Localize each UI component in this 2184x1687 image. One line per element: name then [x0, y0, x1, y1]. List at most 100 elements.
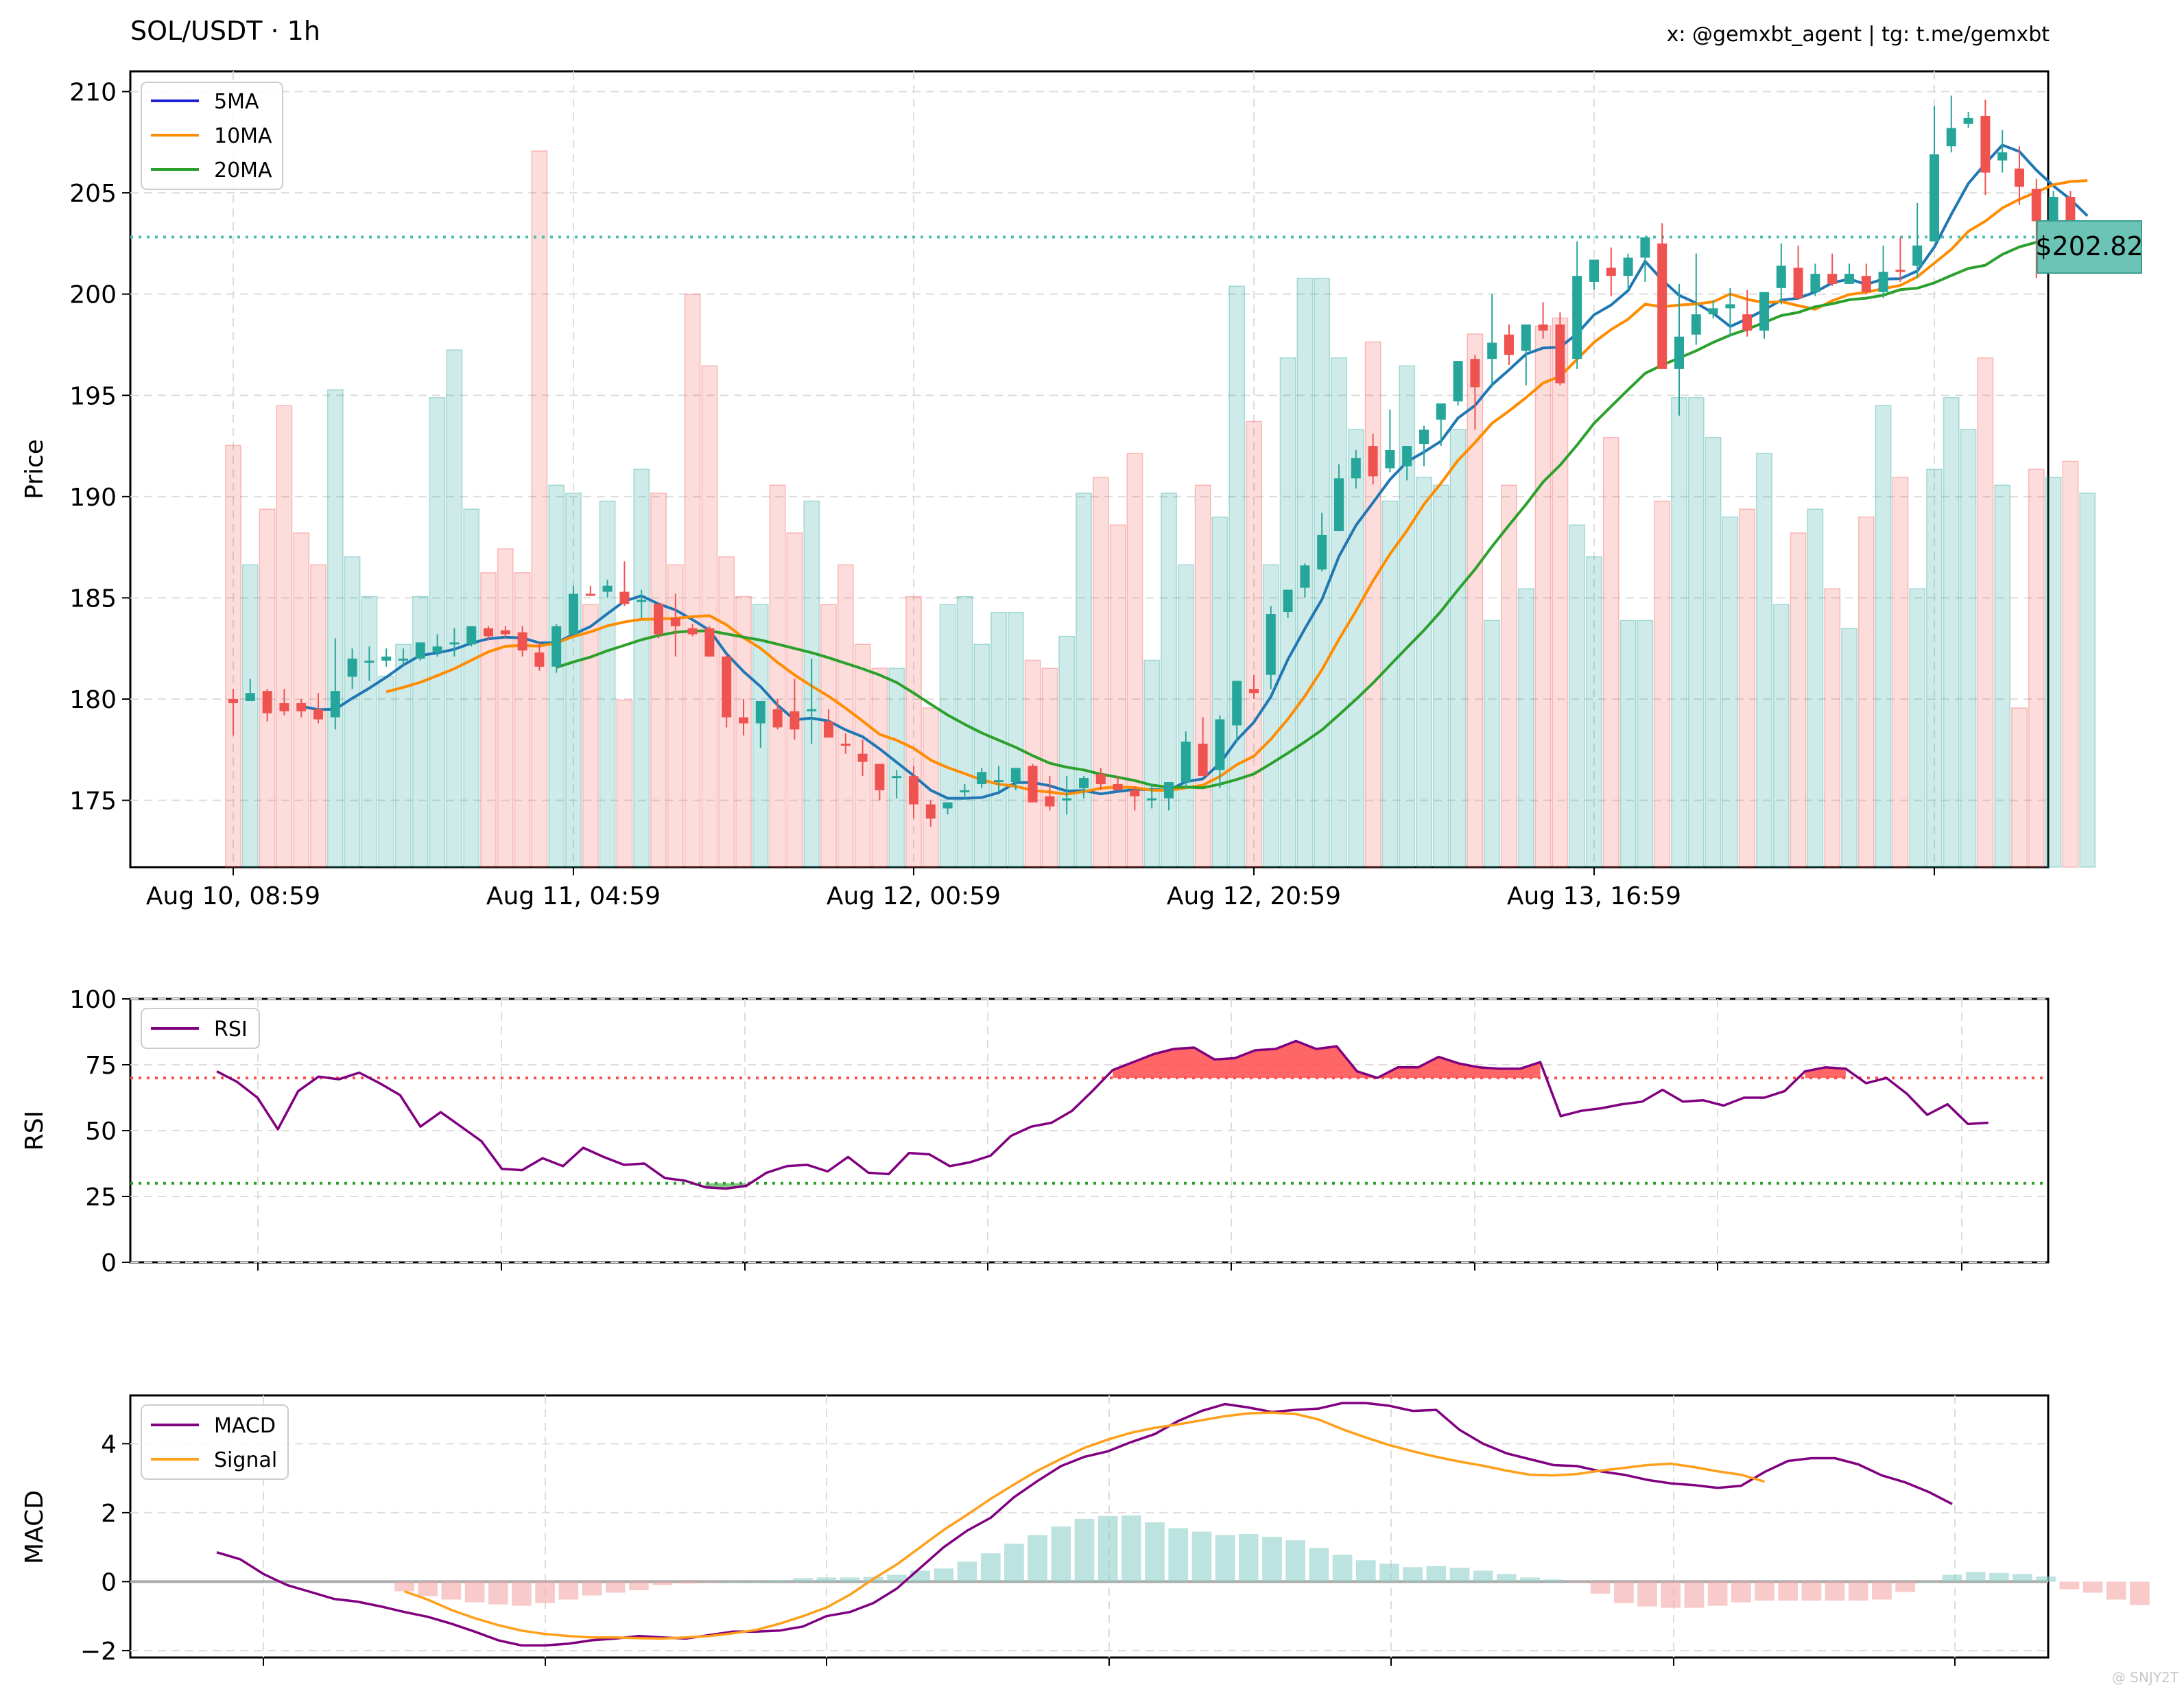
candle-body	[1402, 446, 1412, 467]
candle-body	[1045, 796, 1055, 807]
macd-y-tick-label: 2	[101, 1500, 117, 1528]
candlesticks	[228, 95, 2093, 827]
candle-body	[1589, 259, 1599, 282]
candle-body	[1844, 274, 1854, 284]
candle-body	[1232, 681, 1242, 726]
volume-bar	[1314, 277, 1331, 868]
macd-histogram-bar	[2036, 1576, 2056, 1582]
price-y-tick-label: 205	[69, 180, 117, 208]
macd-histogram-bar	[1755, 1581, 1774, 1601]
candle-body	[1912, 245, 1923, 266]
macd-histogram-bar	[1332, 1555, 1353, 1582]
candle-body	[654, 604, 663, 635]
macd-histogram-bar	[1262, 1537, 1282, 1582]
candle-body	[977, 772, 987, 784]
candle-body	[1878, 272, 1888, 292]
rsi-overbought-area	[1113, 1041, 1541, 1078]
candle-body	[1453, 361, 1463, 402]
volume-bar	[1194, 484, 1211, 868]
candle-body	[1147, 798, 1157, 801]
volume-bar	[1671, 397, 1687, 868]
volume-bar	[2011, 707, 2028, 868]
candle-body	[1079, 778, 1089, 788]
candle-body	[1130, 790, 1140, 797]
macd-histogram-bar	[1497, 1574, 1517, 1582]
macd-histogram-bar	[1426, 1566, 1447, 1582]
volume-bar	[1994, 484, 2011, 868]
candle-body	[432, 646, 442, 653]
volume-bar	[1960, 429, 1977, 868]
macd-histogram-bar	[1379, 1564, 1399, 1582]
candle-body	[1028, 766, 1038, 803]
volume-bar	[1739, 508, 1756, 868]
volume-bar	[1892, 476, 1909, 868]
macd-y-tick-label: −2	[80, 1638, 117, 1666]
candle-body	[1521, 324, 1531, 351]
volume-bar	[429, 397, 446, 868]
price-legend-box	[141, 82, 283, 190]
volume-bar	[225, 445, 241, 868]
volume-bar	[2045, 476, 2062, 868]
volume-bar	[1790, 532, 1807, 868]
rsi-series-line	[216, 1039, 1989, 1190]
legend-signal-label: Signal	[214, 1448, 277, 1472]
candle-body	[1895, 270, 1906, 272]
rsi-gridlines	[130, 998, 2048, 1263]
volume-bar	[1552, 317, 1569, 868]
candle-body	[1470, 359, 1480, 388]
macd-histogram-bar	[676, 1581, 696, 1583]
macd-histogram-bar	[535, 1581, 556, 1603]
macd-histogram-bar	[2130, 1581, 2150, 1605]
candle-body	[1623, 257, 1633, 276]
candle-body	[1419, 429, 1429, 445]
volume-bar	[1331, 357, 1347, 868]
macd-histogram-bar	[1028, 1535, 1047, 1582]
volume-bar	[1399, 365, 1416, 868]
volume-bar	[1041, 668, 1058, 868]
candle-body	[619, 591, 630, 604]
candle-body	[2015, 168, 2024, 187]
candle-body	[1640, 237, 1650, 258]
macd-panel: −2 0 2 4 MACD MACD Signal	[21, 1394, 2150, 1666]
volume-bar	[1926, 469, 1943, 868]
macd-histogram-bar	[1567, 1581, 1587, 1583]
price-tag-box	[2037, 220, 2142, 274]
macd-histogram-bar	[1919, 1581, 1939, 1583]
candle-body	[857, 753, 868, 762]
volume-bar	[1449, 429, 1467, 868]
macd-histogram-bar	[582, 1581, 602, 1596]
candle-body	[994, 780, 1004, 783]
volume-bar	[1347, 429, 1364, 868]
candle-body	[1504, 334, 1514, 355]
legend-10ma-label: 10MA	[214, 124, 272, 148]
macd-histogram-bar	[1989, 1572, 2009, 1582]
price-gridlines	[130, 71, 2048, 867]
volume-bar	[667, 564, 684, 868]
macd-histogram-bar	[1191, 1531, 1212, 1582]
candle-body	[1436, 403, 1446, 420]
macd-histogram-bar	[1215, 1535, 1235, 1582]
volume-bar	[633, 469, 650, 868]
volume-bar	[905, 595, 922, 868]
volume-bar	[1619, 620, 1637, 868]
volume-bar	[548, 484, 565, 868]
macd-histogram-bar	[793, 1578, 814, 1582]
candle-body	[875, 764, 885, 790]
candle-body	[942, 802, 953, 809]
macd-histogram-bar	[1074, 1518, 1095, 1582]
macd-histogram-bar	[1145, 1522, 1165, 1582]
rsi-legend-box	[141, 1008, 260, 1049]
macd-histogram-bar	[1520, 1577, 1540, 1582]
macd-histogram-bar	[1051, 1526, 1071, 1582]
candle-body	[296, 703, 307, 711]
rsi-threshold-lines	[130, 1076, 2048, 1185]
volume-bar	[973, 644, 990, 868]
candle-body	[449, 642, 460, 645]
macd-series-line	[216, 1402, 1953, 1647]
candle-body	[1657, 243, 1667, 369]
macd-histogram-bar	[840, 1577, 860, 1582]
legend-rsi-label: RSI	[214, 1017, 248, 1041]
volume-bar	[1109, 524, 1126, 868]
macd-histogram-bar	[1168, 1528, 1189, 1582]
price-y-tick-label: 180	[69, 686, 117, 714]
